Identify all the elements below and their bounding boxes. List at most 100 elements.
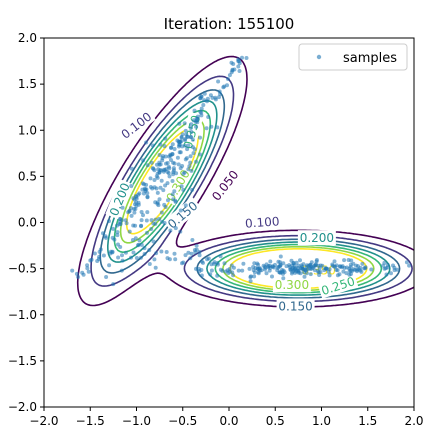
sample-point xyxy=(131,196,136,201)
sample-point xyxy=(127,229,132,234)
sample-point xyxy=(115,233,120,238)
chart-title: Iteration: 155100 xyxy=(164,15,295,33)
sample-point xyxy=(196,266,201,271)
x-tick-label: 0.5 xyxy=(266,414,285,428)
sample-point xyxy=(179,135,184,140)
sample-point xyxy=(86,269,91,274)
sample-point xyxy=(166,198,170,203)
sample-point xyxy=(217,95,221,100)
sample-point xyxy=(183,137,188,141)
sample-point xyxy=(293,270,298,275)
sample-point xyxy=(226,77,230,81)
sample-point xyxy=(267,263,272,268)
sample-point xyxy=(98,247,103,252)
sample-point xyxy=(167,174,172,179)
y-tick-label: 2.0 xyxy=(18,31,37,45)
sample-point xyxy=(181,171,186,176)
y-tick-label: 1.0 xyxy=(18,123,37,137)
sample-point xyxy=(278,262,283,267)
sample-point xyxy=(264,271,269,276)
sample-point xyxy=(145,210,150,215)
sample-point xyxy=(153,217,158,222)
sample-point xyxy=(217,89,222,94)
sample-point xyxy=(206,115,211,119)
sample-point xyxy=(103,234,108,239)
sample-point xyxy=(129,213,134,218)
sample-point xyxy=(222,261,227,266)
sample-point xyxy=(183,253,188,258)
sample-point xyxy=(140,181,145,186)
sample-point xyxy=(142,252,147,256)
sample-point xyxy=(188,126,193,130)
sample-point xyxy=(116,255,121,260)
sample-point xyxy=(229,70,234,75)
x-axis: −2.0 −1.5 −1.0 −0.5 0.0 0.5 1.0 1.5 2.0 xyxy=(29,407,424,428)
contour-line xyxy=(76,55,414,308)
sample-point xyxy=(248,279,253,284)
legend-marker-samples xyxy=(316,54,322,60)
sample-point xyxy=(344,271,349,276)
sample-point xyxy=(267,268,272,273)
sample-point xyxy=(186,167,191,172)
sample-point xyxy=(194,124,199,129)
sample-point xyxy=(186,143,191,148)
sample-point xyxy=(149,218,154,223)
sample-point xyxy=(236,57,241,62)
sample-point xyxy=(70,268,75,273)
sample-point xyxy=(129,166,134,171)
x-tick-label: 1.5 xyxy=(358,414,377,428)
sample-point xyxy=(131,250,136,255)
sample-point xyxy=(317,273,322,277)
contour-label-bg xyxy=(272,277,311,293)
sample-point xyxy=(169,145,174,150)
sample-point xyxy=(197,250,202,254)
contour-label-bg xyxy=(163,196,202,233)
sample-point xyxy=(173,198,178,203)
sample-point xyxy=(155,190,160,195)
sample-point xyxy=(176,139,181,144)
sample-point xyxy=(139,242,144,247)
sample-point xyxy=(118,220,122,225)
sample-point xyxy=(184,156,189,161)
sample-point xyxy=(176,162,181,167)
sample-point xyxy=(395,267,400,272)
sample-point xyxy=(293,266,298,271)
sample-point xyxy=(145,163,150,168)
x-tick-label: −0.5 xyxy=(168,414,197,428)
sample-point xyxy=(74,271,79,276)
sample-point xyxy=(189,130,194,134)
sample-point xyxy=(154,251,159,256)
sample-point xyxy=(188,256,193,261)
sample-point xyxy=(81,272,86,277)
sample-point xyxy=(95,259,100,263)
sample-point xyxy=(127,208,132,213)
sample-point xyxy=(317,266,322,271)
sample-point xyxy=(159,210,164,215)
sample-point xyxy=(107,263,112,268)
sample-point xyxy=(144,140,149,145)
sample-point xyxy=(216,79,221,84)
sample-point xyxy=(188,154,193,159)
sample-point xyxy=(173,257,178,262)
sample-point xyxy=(172,168,176,173)
sample-point xyxy=(134,196,139,201)
sample-point xyxy=(244,56,249,60)
sample-point xyxy=(205,99,209,104)
y-axis: −2.0 −1.5 −1.0 −0.5 0.0 0.5 1.0 1.5 2.0 xyxy=(8,31,44,414)
sample-point xyxy=(110,249,115,254)
sample-point xyxy=(129,184,134,188)
sample-point xyxy=(119,268,124,273)
sample-point xyxy=(164,250,169,254)
sample-point xyxy=(118,217,123,222)
sample-point xyxy=(306,263,311,268)
sample-point xyxy=(198,152,203,157)
sample-point xyxy=(137,238,142,243)
sample-point xyxy=(157,160,162,165)
sample-point xyxy=(177,121,182,126)
sample-point xyxy=(170,142,175,147)
sample-point xyxy=(252,261,257,266)
x-tick-label: 2.0 xyxy=(404,414,423,428)
sample-point xyxy=(284,264,289,269)
y-tick-label: 0.0 xyxy=(18,216,37,230)
sample-point xyxy=(164,161,168,166)
